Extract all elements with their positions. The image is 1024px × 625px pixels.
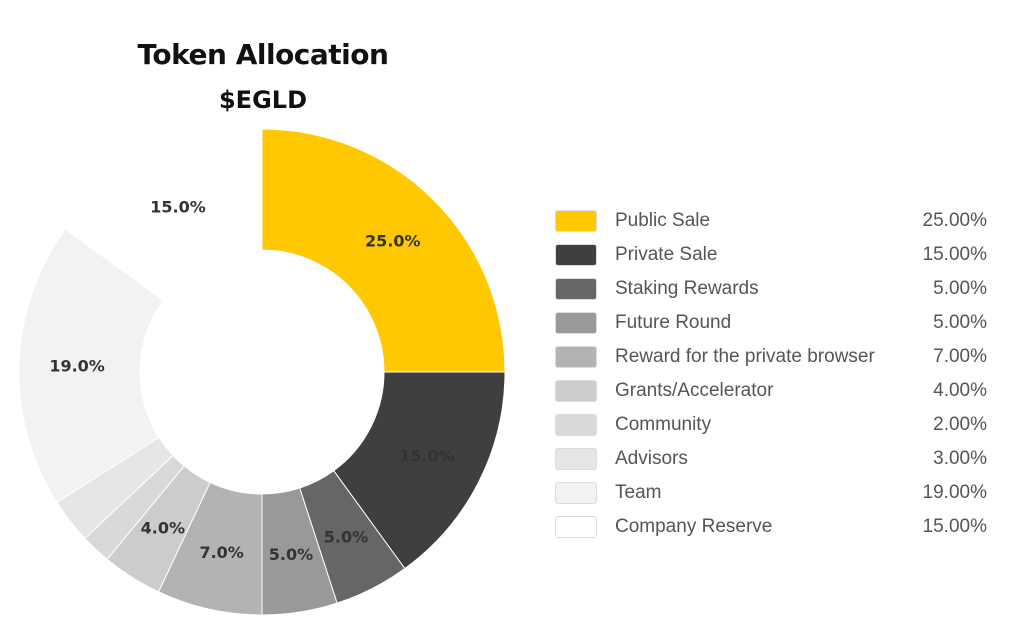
slice-label-private-sale: 15.0% xyxy=(399,446,455,465)
slice-company-reserve xyxy=(64,128,263,301)
legend-value: 15.00% xyxy=(922,516,987,537)
legend-item-grants-accelerator: Grants/Accelerator 4.00% xyxy=(555,374,995,408)
legend-label: Grants/Accelerator xyxy=(615,380,774,401)
legend-value: 15.00% xyxy=(922,244,987,265)
chart-subtitle: $EGLD xyxy=(218,86,307,114)
slice-label-public-sale: 25.0% xyxy=(365,232,421,251)
legend-swatch xyxy=(555,346,597,368)
legend-swatch xyxy=(555,312,597,334)
slice-team xyxy=(18,228,164,503)
legend-label: Company Reserve xyxy=(615,516,773,537)
slice-label-reward-for-the-private-browser: 7.0% xyxy=(199,543,243,562)
legend-label: Staking Rewards xyxy=(615,278,759,299)
slice-label-team: 19.0% xyxy=(49,357,105,376)
legend-value: 5.00% xyxy=(933,278,987,299)
legend-value: 2.00% xyxy=(933,414,987,435)
legend-label: Reward for the private browser xyxy=(615,346,875,367)
legend-swatch xyxy=(555,482,597,504)
legend-label: Community xyxy=(615,414,712,435)
donut-chart: 25.0% 15.0% 5.0% 5.0% 7.0% 4.0% 19.0% 15.0% xyxy=(18,128,506,616)
legend-item-staking-rewards: Staking Rewards 5.00% xyxy=(555,272,995,306)
legend-item-team: Team 19.00% xyxy=(555,476,995,510)
chart-legend: Public Sale 25.00% Private Sale 15.00% Staki… xyxy=(555,204,995,544)
slice-label-future-round: 5.0% xyxy=(269,545,313,564)
slice-public-sale xyxy=(261,128,506,373)
legend-item-future-round: Future Round 5.00% xyxy=(555,306,995,340)
legend-label: Advisors xyxy=(615,448,688,469)
legend-swatch xyxy=(555,380,597,402)
legend-swatch xyxy=(555,210,597,232)
legend-label: Private Sale xyxy=(615,244,718,265)
legend-item-private-sale: Private Sale 15.00% xyxy=(555,238,995,272)
chart-title: Token Allocation xyxy=(137,38,389,71)
legend-value: 7.00% xyxy=(933,346,987,367)
slice-private-sale xyxy=(333,371,506,570)
legend-item-community: Community 2.00% xyxy=(555,408,995,442)
legend-value: 5.00% xyxy=(933,312,987,333)
slice-label-company-reserve: 15.0% xyxy=(150,198,206,217)
slice-label-grants-accelerator: 4.0% xyxy=(141,519,185,538)
legend-item-reward-for-the-private-browser: Reward for the private browser 7.00% xyxy=(555,340,995,374)
legend-value: 19.00% xyxy=(922,482,987,503)
legend-item-company-reserve: Company Reserve 15.00% xyxy=(555,510,995,544)
legend-swatch xyxy=(555,244,597,266)
legend-item-public-sale: Public Sale 25.00% xyxy=(555,204,995,238)
legend-item-advisors: Advisors 3.00% xyxy=(555,442,995,476)
legend-swatch xyxy=(555,516,597,538)
legend-swatch xyxy=(555,414,597,436)
legend-label: Team xyxy=(615,482,662,503)
legend-swatch xyxy=(555,448,597,470)
legend-swatch xyxy=(555,278,597,300)
legend-label: Future Round xyxy=(615,312,732,333)
legend-label: Public Sale xyxy=(615,210,711,231)
legend-value: 25.00% xyxy=(922,210,987,231)
slice-label-staking-rewards: 5.0% xyxy=(324,527,368,546)
legend-value: 4.00% xyxy=(933,380,987,401)
legend-value: 3.00% xyxy=(933,448,987,469)
